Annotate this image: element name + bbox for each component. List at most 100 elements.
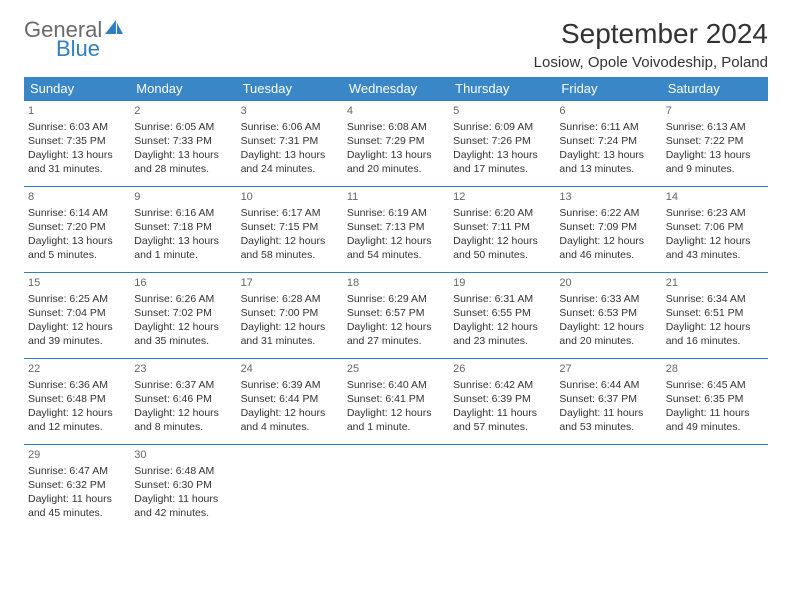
sunset-text: Sunset: 6:44 PM [241, 392, 339, 406]
sunrise-text: Sunrise: 6:09 AM [453, 120, 551, 134]
day-number: 20 [559, 276, 657, 291]
day-number: 7 [666, 104, 764, 119]
sunset-text: Sunset: 6:39 PM [453, 392, 551, 406]
daylight-text: Daylight: 12 hours and 43 minutes. [666, 234, 764, 262]
day-number: 23 [134, 362, 232, 377]
logo-sail-icon [104, 18, 124, 41]
sunrise-text: Sunrise: 6:13 AM [666, 120, 764, 134]
day-number: 25 [347, 362, 445, 377]
calendar-cell: 8Sunrise: 6:14 AMSunset: 7:20 PMDaylight… [24, 186, 130, 272]
daylight-text: Daylight: 12 hours and 46 minutes. [559, 234, 657, 262]
day-number: 1 [28, 104, 126, 119]
calendar-cell: 17Sunrise: 6:28 AMSunset: 7:00 PMDayligh… [237, 272, 343, 358]
sunrise-text: Sunrise: 6:11 AM [559, 120, 657, 134]
daylight-text: Daylight: 12 hours and 4 minutes. [241, 406, 339, 434]
calendar-cell-empty [662, 444, 768, 530]
calendar-cell: 1Sunrise: 6:03 AMSunset: 7:35 PMDaylight… [24, 100, 130, 186]
daylight-text: Daylight: 13 hours and 5 minutes. [28, 234, 126, 262]
daylight-text: Daylight: 13 hours and 28 minutes. [134, 148, 232, 176]
sunset-text: Sunset: 6:51 PM [666, 306, 764, 320]
sunset-text: Sunset: 7:04 PM [28, 306, 126, 320]
day-header: Sunday [24, 77, 130, 100]
sunset-text: Sunset: 6:37 PM [559, 392, 657, 406]
calendar-cell: 11Sunrise: 6:19 AMSunset: 7:13 PMDayligh… [343, 186, 449, 272]
sunrise-text: Sunrise: 6:08 AM [347, 120, 445, 134]
day-header: Thursday [449, 77, 555, 100]
calendar-cell-empty [237, 444, 343, 530]
daylight-text: Daylight: 11 hours and 45 minutes. [28, 492, 126, 520]
sunset-text: Sunset: 7:00 PM [241, 306, 339, 320]
sunset-text: Sunset: 6:35 PM [666, 392, 764, 406]
sunrise-text: Sunrise: 6:14 AM [28, 206, 126, 220]
calendar-cell: 27Sunrise: 6:44 AMSunset: 6:37 PMDayligh… [555, 358, 661, 444]
title-block: September 2024 Losiow, Opole Voivodeship… [534, 18, 768, 71]
daylight-text: Daylight: 11 hours and 53 minutes. [559, 406, 657, 434]
day-number: 19 [453, 276, 551, 291]
day-number: 18 [347, 276, 445, 291]
calendar-cell: 19Sunrise: 6:31 AMSunset: 6:55 PMDayligh… [449, 272, 555, 358]
sunrise-text: Sunrise: 6:17 AM [241, 206, 339, 220]
sunrise-text: Sunrise: 6:23 AM [666, 206, 764, 220]
day-number: 28 [666, 362, 764, 377]
sunrise-text: Sunrise: 6:40 AM [347, 378, 445, 392]
calendar-cell: 2Sunrise: 6:05 AMSunset: 7:33 PMDaylight… [130, 100, 236, 186]
daylight-text: Daylight: 13 hours and 9 minutes. [666, 148, 764, 176]
sunset-text: Sunset: 7:35 PM [28, 134, 126, 148]
day-number: 29 [28, 448, 126, 463]
day-number: 15 [28, 276, 126, 291]
daylight-text: Daylight: 11 hours and 42 minutes. [134, 492, 232, 520]
calendar-cell: 22Sunrise: 6:36 AMSunset: 6:48 PMDayligh… [24, 358, 130, 444]
calendar-cell: 6Sunrise: 6:11 AMSunset: 7:24 PMDaylight… [555, 100, 661, 186]
daylight-text: Daylight: 12 hours and 20 minutes. [559, 320, 657, 348]
sunrise-text: Sunrise: 6:26 AM [134, 292, 232, 306]
calendar-cell: 10Sunrise: 6:17 AMSunset: 7:15 PMDayligh… [237, 186, 343, 272]
daylight-text: Daylight: 12 hours and 27 minutes. [347, 320, 445, 348]
sunrise-text: Sunrise: 6:47 AM [28, 464, 126, 478]
daylight-text: Daylight: 11 hours and 49 minutes. [666, 406, 764, 434]
logo-text: General Blue [24, 18, 124, 60]
sunrise-text: Sunrise: 6:22 AM [559, 206, 657, 220]
sunrise-text: Sunrise: 6:29 AM [347, 292, 445, 306]
calendar-grid: SundayMondayTuesdayWednesdayThursdayFrid… [24, 77, 768, 530]
day-number: 10 [241, 190, 339, 205]
daylight-text: Daylight: 12 hours and 58 minutes. [241, 234, 339, 262]
sunset-text: Sunset: 6:32 PM [28, 478, 126, 492]
calendar-cell: 7Sunrise: 6:13 AMSunset: 7:22 PMDaylight… [662, 100, 768, 186]
sunset-text: Sunset: 7:11 PM [453, 220, 551, 234]
sunset-text: Sunset: 6:48 PM [28, 392, 126, 406]
daylight-text: Daylight: 12 hours and 16 minutes. [666, 320, 764, 348]
daylight-text: Daylight: 12 hours and 12 minutes. [28, 406, 126, 434]
day-number: 13 [559, 190, 657, 205]
daylight-text: Daylight: 13 hours and 20 minutes. [347, 148, 445, 176]
sunset-text: Sunset: 7:15 PM [241, 220, 339, 234]
calendar-cell: 29Sunrise: 6:47 AMSunset: 6:32 PMDayligh… [24, 444, 130, 530]
sunrise-text: Sunrise: 6:19 AM [347, 206, 445, 220]
sunset-text: Sunset: 7:29 PM [347, 134, 445, 148]
sunrise-text: Sunrise: 6:37 AM [134, 378, 232, 392]
sunset-text: Sunset: 7:02 PM [134, 306, 232, 320]
daylight-text: Daylight: 13 hours and 24 minutes. [241, 148, 339, 176]
sunset-text: Sunset: 6:30 PM [134, 478, 232, 492]
day-number: 6 [559, 104, 657, 119]
sunset-text: Sunset: 6:53 PM [559, 306, 657, 320]
sunset-text: Sunset: 6:55 PM [453, 306, 551, 320]
sunrise-text: Sunrise: 6:16 AM [134, 206, 232, 220]
day-number: 11 [347, 190, 445, 205]
sunset-text: Sunset: 7:09 PM [559, 220, 657, 234]
day-number: 22 [28, 362, 126, 377]
calendar-cell: 15Sunrise: 6:25 AMSunset: 7:04 PMDayligh… [24, 272, 130, 358]
calendar-cell-empty [343, 444, 449, 530]
daylight-text: Daylight: 12 hours and 23 minutes. [453, 320, 551, 348]
day-number: 27 [559, 362, 657, 377]
daylight-text: Daylight: 12 hours and 54 minutes. [347, 234, 445, 262]
sunrise-text: Sunrise: 6:06 AM [241, 120, 339, 134]
calendar-cell: 18Sunrise: 6:29 AMSunset: 6:57 PMDayligh… [343, 272, 449, 358]
daylight-text: Daylight: 12 hours and 39 minutes. [28, 320, 126, 348]
month-title: September 2024 [534, 18, 768, 50]
sunset-text: Sunset: 7:31 PM [241, 134, 339, 148]
header: General Blue September 2024 Losiow, Opol… [24, 18, 768, 71]
sunset-text: Sunset: 7:18 PM [134, 220, 232, 234]
daylight-text: Daylight: 13 hours and 31 minutes. [28, 148, 126, 176]
calendar-cell: 24Sunrise: 6:39 AMSunset: 6:44 PMDayligh… [237, 358, 343, 444]
calendar-cell-empty [555, 444, 661, 530]
